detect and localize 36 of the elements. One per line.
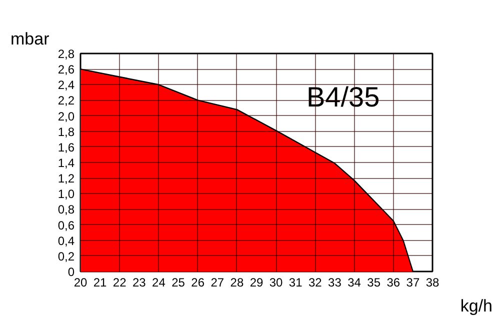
x-tick-label: 33 [328, 276, 342, 290]
y-tick-label: 1,2 [58, 172, 75, 186]
y-tick-label: 2,0 [58, 109, 75, 124]
y-tick-label: 0,6 [58, 218, 75, 232]
x-tick-label: 32 [308, 276, 322, 290]
x-tick-label: 20 [74, 276, 88, 290]
y-tick-label: 2,8 [58, 47, 75, 61]
x-tick-label: 37 [406, 276, 420, 290]
y-tick-label: 1,8 [58, 124, 75, 139]
x-tick-label: 25 [172, 276, 186, 290]
y-axis-title: mbar [10, 30, 50, 48]
x-tick-label: 27 [210, 276, 224, 290]
x-tick-label: 28 [230, 276, 244, 290]
y-tick-label: 0,8 [58, 202, 75, 217]
y-tick-label: 1,0 [58, 187, 75, 202]
y-tick-label: 2,6 [58, 62, 75, 77]
x-tick-label: 38 [426, 276, 440, 290]
x-tick-label: 29 [250, 276, 264, 290]
x-tick-label: 35 [367, 276, 381, 290]
y-tick-label: 0,2 [58, 249, 75, 264]
y-tick-label: 0 [68, 265, 75, 279]
x-tick-label: 34 [348, 276, 362, 290]
y-tick-label: 0,4 [58, 234, 75, 248]
y-tick-label: 1,6 [58, 140, 75, 154]
y-tick-label: 2,2 [58, 94, 75, 108]
x-tick-label: 22 [112, 276, 127, 290]
x-tick-label: 31 [288, 276, 303, 290]
x-tick-label: 21 [93, 276, 108, 290]
y-tick-label: 1,4 [58, 156, 75, 170]
x-tick-label: 36 [386, 276, 400, 290]
x-tick-label: 26 [191, 276, 205, 290]
x-tick-label: 24 [152, 276, 166, 290]
x-tick-label: 30 [269, 276, 284, 290]
x-axis-title: kg/h [460, 296, 493, 316]
y-tick-label: 2,4 [58, 78, 75, 92]
x-tick-label: 23 [132, 276, 146, 290]
